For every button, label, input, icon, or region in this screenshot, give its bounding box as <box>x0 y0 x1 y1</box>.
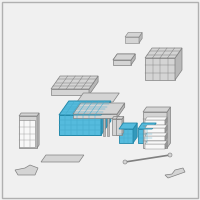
Polygon shape <box>112 116 120 119</box>
Polygon shape <box>122 116 124 135</box>
Polygon shape <box>51 76 98 89</box>
Polygon shape <box>113 54 135 60</box>
Polygon shape <box>51 89 89 95</box>
Polygon shape <box>145 136 165 141</box>
Polygon shape <box>165 168 185 178</box>
Bar <box>103 118 105 136</box>
Bar <box>107 118 109 136</box>
Polygon shape <box>165 141 167 149</box>
Polygon shape <box>41 155 84 162</box>
Polygon shape <box>138 123 156 129</box>
Polygon shape <box>125 32 142 37</box>
Polygon shape <box>118 116 120 135</box>
Polygon shape <box>145 48 182 58</box>
Polygon shape <box>73 104 125 115</box>
Polygon shape <box>125 37 139 43</box>
Polygon shape <box>145 117 167 120</box>
Circle shape <box>123 160 127 164</box>
Polygon shape <box>119 129 133 143</box>
Polygon shape <box>73 103 125 114</box>
Circle shape <box>104 108 110 112</box>
Polygon shape <box>19 113 39 116</box>
Polygon shape <box>73 114 117 118</box>
Polygon shape <box>145 120 165 125</box>
Circle shape <box>168 153 172 157</box>
Polygon shape <box>112 119 118 135</box>
Polygon shape <box>131 54 135 65</box>
Polygon shape <box>139 32 142 43</box>
Polygon shape <box>145 128 165 133</box>
Polygon shape <box>15 165 38 175</box>
Polygon shape <box>116 116 124 119</box>
Polygon shape <box>89 76 98 95</box>
Polygon shape <box>167 107 170 148</box>
Polygon shape <box>19 120 35 147</box>
Circle shape <box>106 104 110 108</box>
Polygon shape <box>101 101 111 135</box>
Polygon shape <box>145 125 167 128</box>
Polygon shape <box>165 133 167 141</box>
Polygon shape <box>37 113 39 148</box>
Polygon shape <box>113 54 135 60</box>
Polygon shape <box>145 133 167 136</box>
Polygon shape <box>59 101 111 115</box>
Polygon shape <box>119 123 137 129</box>
Polygon shape <box>117 103 125 118</box>
Polygon shape <box>145 144 165 149</box>
Polygon shape <box>175 48 182 80</box>
Polygon shape <box>138 129 152 143</box>
Polygon shape <box>77 93 119 102</box>
Polygon shape <box>19 116 37 148</box>
Polygon shape <box>116 119 122 135</box>
Polygon shape <box>165 117 167 125</box>
Polygon shape <box>165 125 167 133</box>
Polygon shape <box>145 141 167 144</box>
Polygon shape <box>145 58 175 80</box>
Polygon shape <box>143 107 170 112</box>
Polygon shape <box>143 112 167 148</box>
Polygon shape <box>133 123 137 143</box>
Polygon shape <box>152 123 156 143</box>
Polygon shape <box>113 60 131 65</box>
Polygon shape <box>59 115 101 135</box>
